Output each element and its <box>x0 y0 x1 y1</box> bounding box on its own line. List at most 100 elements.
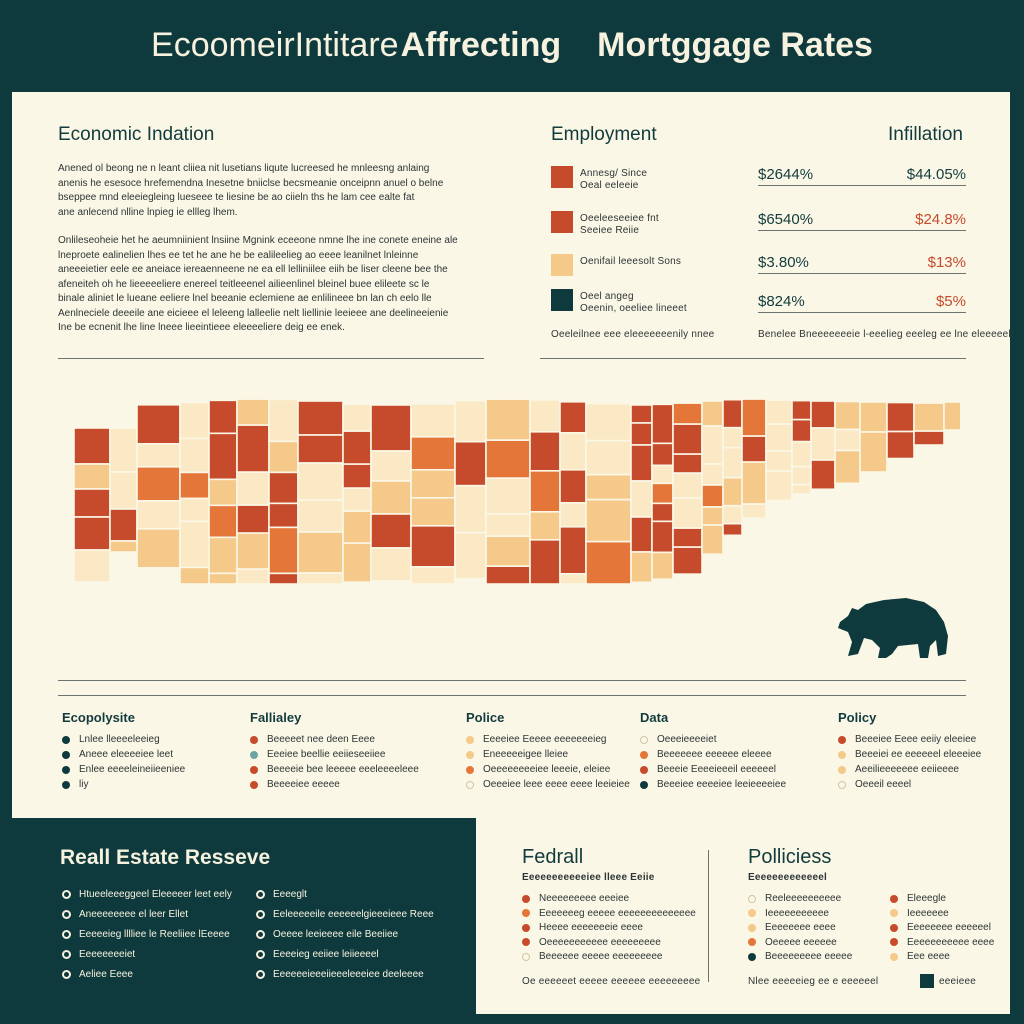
legend-dot-icon <box>466 735 474 744</box>
federal-item: Eeeeeeeg eeeee eeeeeeeeeeeeee <box>522 908 696 919</box>
county-tile <box>208 504 238 539</box>
federal-item-label: Heeee eeeeeeeie eeee <box>539 922 643 933</box>
county-tile <box>268 572 299 585</box>
inflation-left-value: $2644% <box>758 166 814 183</box>
legend-item: Beeeeeee eeeeee eleeee <box>640 749 772 760</box>
county-tile <box>370 513 412 549</box>
county-tile <box>136 500 181 530</box>
county-tile <box>136 404 181 445</box>
ring-bullet-icon <box>522 952 530 961</box>
legend-dot-icon <box>466 765 474 774</box>
county-tile <box>585 498 632 543</box>
county-tile <box>268 526 299 575</box>
policies-item: Eeeeeeee eeeeeel <box>890 922 991 933</box>
real-estate-item: Eeeeeeieeeiieeeleeeiee deeleeee <box>256 969 424 980</box>
economic-p2-line: aneeeietier eele ee aneiace iereaenneene… <box>58 264 448 275</box>
real-estate-item: Eeeeieg eeiiee leiieeeel <box>256 949 379 960</box>
real-estate-item: Eeeeeeeeiet <box>62 949 135 960</box>
legend-item: Oeeeeeeeeiee leeeie, eleiee <box>466 764 610 775</box>
county-tile <box>672 546 703 575</box>
legend-item: Beeeeie bee leeeee eeeleeeeleee <box>250 764 419 775</box>
county-tile <box>179 566 210 585</box>
legend-dot-icon <box>62 735 70 744</box>
legend-item-label: Oeeeeeeeeiee leeeie, eleiee <box>483 764 611 775</box>
economic-divider <box>58 358 484 359</box>
legend-top-divider <box>58 680 966 681</box>
legend-dot-icon <box>62 780 70 789</box>
county-tile <box>208 536 238 575</box>
county-tile <box>136 443 181 468</box>
ring-bullet-icon <box>256 950 265 959</box>
county-tile <box>268 440 299 474</box>
county-tile <box>268 471 299 505</box>
legend-column-heading: Police <box>466 710 505 725</box>
county-tile <box>342 463 372 489</box>
county-tile <box>765 470 793 502</box>
dot-bullet-icon <box>890 952 898 961</box>
legend-item: Eeeeiee Eeeee eeeeeeeieg <box>466 734 606 745</box>
county-tile <box>454 484 487 534</box>
county-tile <box>208 478 238 507</box>
real-estate-item-label: Eeleeeeeile eeeeeelgieeeieee Reee <box>273 909 434 920</box>
county-tile <box>701 463 724 486</box>
county-tile <box>208 432 238 481</box>
federal-policies-divider <box>708 850 709 982</box>
county-tile <box>410 436 456 471</box>
county-tile <box>529 539 561 585</box>
county-tile <box>741 461 767 505</box>
legend-item-label: Enlee eeeeleineiieeniee <box>79 764 186 775</box>
employment-item-label: Annesg/ Since <box>580 168 648 179</box>
legend-item: Beeeiei ee eeeeeel eleeeiee <box>838 749 981 760</box>
federal-heading: Fedrall <box>522 846 584 868</box>
county-tile <box>342 487 372 512</box>
county-tile <box>236 504 270 534</box>
legend-item-label: Eeeiee beellie eeiieseeiiee <box>267 749 386 760</box>
county-tile <box>410 403 456 438</box>
page-title: EcoomeirIntitareAffrecting Mortggage Rate… <box>0 26 1024 65</box>
county-tile <box>73 549 111 583</box>
policies-heading: Polliciess <box>748 846 832 868</box>
employment-item-sub: Seeiee Reiie <box>580 225 640 236</box>
legend-item-label: Beeeeie bee leeeee eeeleeeeleee <box>267 764 419 775</box>
real-estate-item-label: Aeliee Eeee <box>79 969 133 980</box>
county-tile <box>342 542 372 583</box>
dot-bullet-icon <box>890 909 898 917</box>
ring-bullet-icon <box>62 970 71 979</box>
county-tile <box>559 573 587 585</box>
legend-item-label: Eneeeeeigee lleiee <box>483 749 569 760</box>
county-tile <box>179 497 210 523</box>
county-tile <box>630 480 653 518</box>
employment-heading: Employment <box>551 124 657 145</box>
county-tile <box>651 464 674 485</box>
policies-item: Eleeegle <box>890 893 946 904</box>
county-tile <box>529 431 561 472</box>
county-tile <box>559 469 587 504</box>
county-tile <box>834 428 861 452</box>
legend-item-label: Beeeie Eeeeieeeil eeeeeel <box>657 764 776 775</box>
county-tile <box>454 531 487 580</box>
county-tile <box>913 430 945 446</box>
ring-bullet-icon <box>256 910 265 919</box>
county-tile <box>765 423 793 452</box>
legend-dot-icon <box>838 765 846 774</box>
policies-badge: eeeieee <box>939 976 976 987</box>
county-tile <box>297 572 344 585</box>
federal-subheading: Eeeeeeeeeeeiee lleee Eeiie <box>522 872 655 883</box>
employment-divider <box>540 358 966 359</box>
economic-p1-line: anenis he esesoce hrefemendna Inesetne b… <box>58 177 444 189</box>
economic-p2-line: Ine be ecnenit lhe line lneee lieeintiee… <box>58 322 345 333</box>
county-tile <box>370 480 412 515</box>
county-tile <box>179 437 210 474</box>
county-tile <box>585 540 632 585</box>
legend-item-label: Eeeeiee Eeeee eeeeeeeieg <box>483 734 607 745</box>
economic-heading: Economic Indation <box>58 124 215 145</box>
policies-item: Oeeeee eeeeee <box>748 937 837 948</box>
employment-swatch <box>551 289 573 311</box>
legend-item-label: Beeeiee eeeeiee leeieeeeiee <box>657 779 787 790</box>
real-estate-heading: Reall Estate Resseve <box>60 846 271 869</box>
policies-item-label: Oeeeee eeeeee <box>765 936 837 948</box>
county-tile <box>672 453 703 474</box>
legend-dot-icon <box>250 765 258 774</box>
legend-dot-icon <box>250 735 258 744</box>
county-tile <box>236 532 270 570</box>
